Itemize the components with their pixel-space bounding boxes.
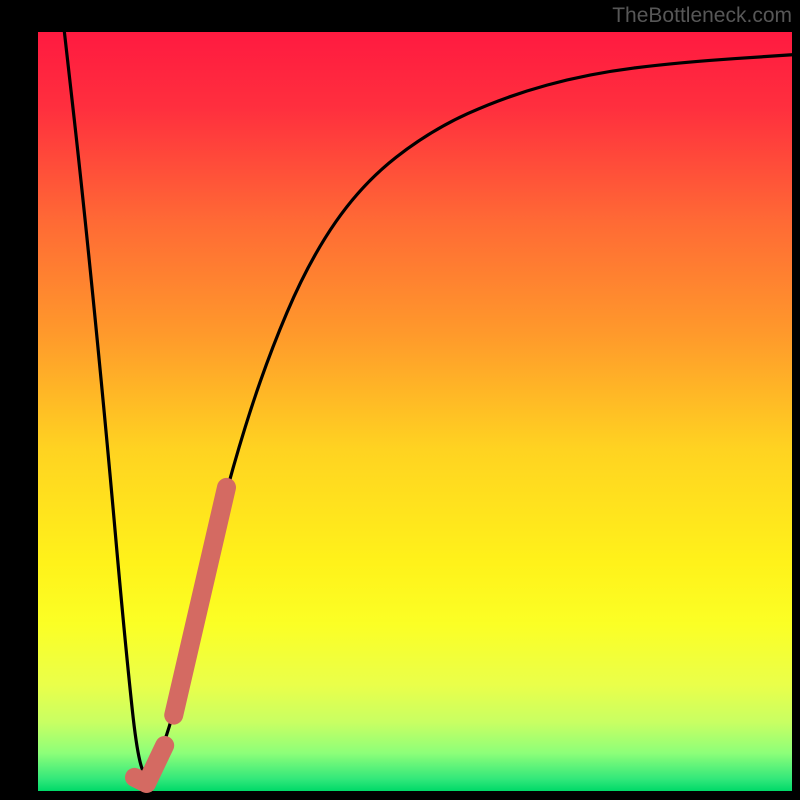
bottleneck-curve xyxy=(64,32,792,774)
marker-segment xyxy=(174,487,227,715)
marker-overlay xyxy=(135,487,227,783)
chart-svg xyxy=(0,0,800,800)
watermark-text: TheBottleneck.com xyxy=(612,4,792,28)
marker-segment xyxy=(147,745,165,783)
chart-frame: TheBottleneck.com xyxy=(0,0,800,800)
